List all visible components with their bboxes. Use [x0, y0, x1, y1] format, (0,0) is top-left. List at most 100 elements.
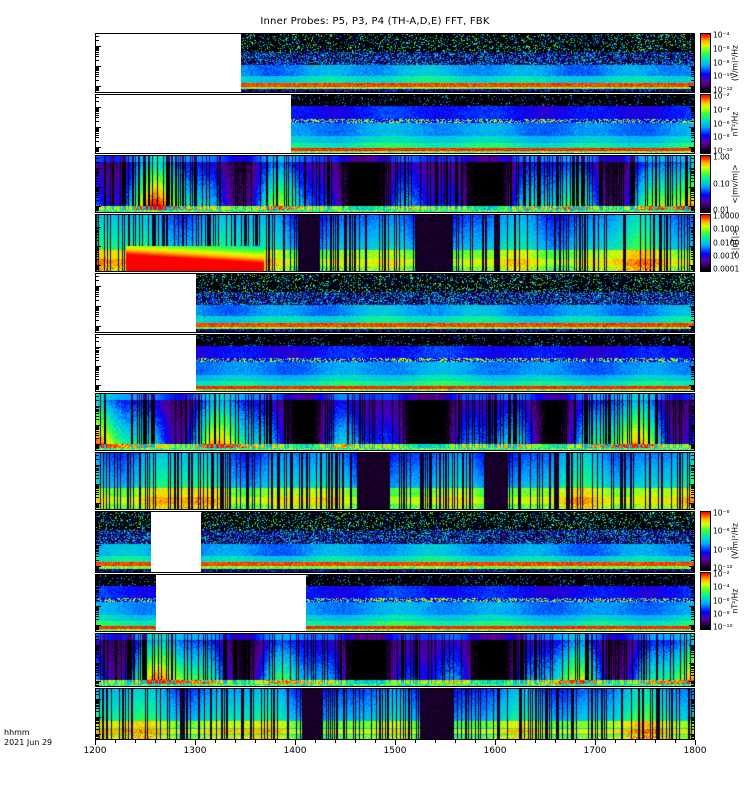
y-minor-tick: [96, 646, 99, 648]
y-minor-tick: [691, 251, 694, 253]
y-minor-tick: [96, 626, 99, 628]
y-minor-tick: [691, 337, 694, 339]
y-minor-tick: [96, 450, 99, 451]
y-minor-tick: [691, 131, 694, 133]
y-minor-tick: [96, 360, 99, 362]
y-minor-tick: [691, 371, 694, 373]
y-minor-tick: [691, 485, 694, 487]
y-minor-tick: [96, 352, 99, 354]
colorbar-tick-label: 10⁻⁴: [713, 30, 730, 40]
y-minor-tick: [691, 549, 694, 551]
y-minor-tick: [96, 327, 99, 329]
y-minor-tick: [691, 271, 694, 272]
y-minor-tick: [96, 148, 99, 150]
y-minor-tick: [96, 590, 99, 592]
y-minor-tick: [691, 101, 694, 102]
y-minor-tick: [96, 628, 99, 630]
y-minor-tick: [96, 366, 99, 368]
y-minor-tick: [691, 572, 694, 573]
y-minor-tick: [691, 535, 694, 537]
y-minor-tick: [96, 147, 99, 149]
y-minor-tick: [691, 555, 694, 557]
y-minor-tick: [691, 259, 694, 261]
data-gap: [96, 34, 241, 92]
y-tick: [689, 365, 694, 367]
y-minor-tick: [691, 526, 694, 528]
y-minor-tick: [691, 580, 694, 582]
y-minor-tick: [691, 349, 694, 351]
y-minor-tick: [96, 506, 99, 508]
y-minor-tick: [96, 448, 99, 450]
colorbar-efield-psd-2: [700, 511, 711, 571]
colorbar-tick-label: 0.01: [713, 205, 730, 215]
y-minor-tick: [96, 718, 99, 720]
y-minor-tick: [96, 131, 99, 133]
y-minor-tick: [96, 430, 99, 432]
y-minor-tick: [96, 370, 99, 372]
y-minor-tick: [96, 682, 99, 684]
colorbar-gradient: [701, 34, 710, 92]
y-minor-tick: [96, 728, 99, 730]
y-tick: [96, 146, 101, 148]
y-minor-tick: [691, 177, 694, 179]
x-minor-tick: [455, 740, 456, 743]
y-tick: [96, 503, 101, 505]
y-minor-tick: [96, 529, 99, 531]
y-minor-tick: [691, 587, 694, 589]
y-minor-tick: [96, 220, 99, 222]
y-minor-tick: [96, 551, 99, 553]
y-minor-tick: [96, 246, 99, 248]
y-minor-tick: [691, 665, 694, 667]
y-minor-tick: [691, 191, 694, 193]
y-minor-tick: [691, 450, 694, 451]
y-minor-tick: [691, 76, 694, 78]
y-minor-tick: [691, 148, 694, 150]
y-minor-tick: [96, 445, 99, 447]
y-minor-tick: [96, 347, 99, 349]
y-minor-tick: [96, 438, 99, 440]
y-minor-tick: [96, 647, 99, 649]
y-minor-tick: [691, 718, 694, 720]
y-minor-tick: [691, 559, 694, 561]
y-minor-tick: [691, 694, 694, 696]
y-minor-tick: [691, 736, 694, 738]
y-minor-tick: [96, 572, 99, 573]
y-minor-tick: [691, 719, 694, 721]
y-minor-tick: [96, 407, 99, 409]
y-minor-tick: [96, 181, 99, 183]
y-minor-tick: [96, 137, 99, 139]
y-minor-tick: [691, 181, 694, 183]
y-tick: [96, 605, 101, 607]
y-minor-tick: [96, 488, 99, 490]
spectrogram-image: [96, 634, 694, 686]
colorbar-efield-psd-1: [700, 33, 711, 93]
y-minor-tick: [691, 168, 694, 170]
y-minor-tick: [691, 153, 694, 154]
y-minor-tick: [691, 147, 694, 149]
y-minor-tick: [691, 79, 694, 81]
y-minor-tick: [691, 411, 694, 413]
y-minor-tick: [691, 36, 694, 38]
y-minor-tick: [96, 507, 99, 509]
y-tick: [96, 716, 101, 718]
y-minor-tick: [96, 706, 99, 708]
y-minor-tick: [691, 293, 694, 295]
y-minor-tick: [691, 171, 694, 173]
y-minor-tick: [691, 120, 694, 122]
y-minor-tick: [691, 619, 694, 621]
colorbar-unit-label: (V/m)²/Hz: [730, 45, 740, 81]
y-minor-tick: [691, 596, 694, 598]
y-minor-tick: [691, 532, 694, 534]
y-minor-tick: [691, 189, 694, 191]
y-minor-tick: [96, 619, 99, 621]
x-minor-tick: [335, 740, 336, 743]
panel-the-fft-edc34-b: 100010010thefftedc34: [95, 511, 695, 573]
y-minor-tick: [96, 388, 99, 390]
y-minor-tick: [691, 570, 694, 572]
y-minor-tick: [691, 708, 694, 710]
y-minor-tick: [691, 309, 694, 311]
y-minor-tick: [691, 287, 694, 289]
x-minor-tick: [315, 740, 316, 743]
y-minor-tick: [96, 296, 99, 298]
y-minor-tick: [691, 703, 694, 705]
